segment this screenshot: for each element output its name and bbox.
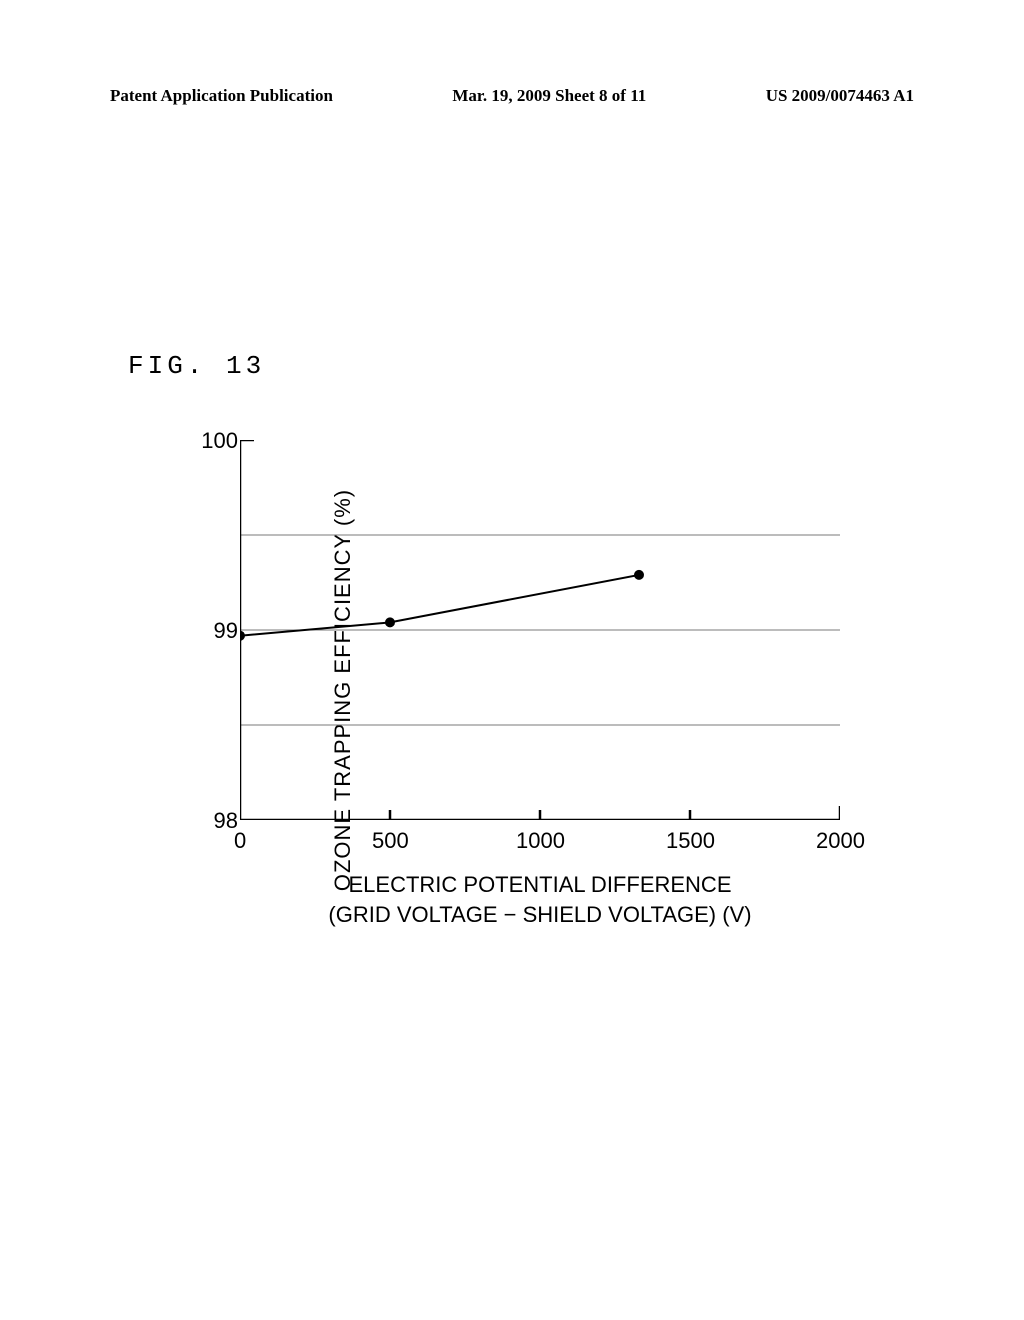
figure-label: FIG. 13 bbox=[128, 351, 265, 381]
header-row: Patent Application Publication Mar. 19, … bbox=[0, 86, 1024, 106]
chart-svg bbox=[240, 440, 840, 820]
x-tick-labels: 0500100015002000 bbox=[240, 828, 840, 858]
y-tick-label: 100 bbox=[201, 428, 238, 454]
plot-area bbox=[240, 440, 840, 820]
header-left: Patent Application Publication bbox=[110, 86, 333, 106]
x-tick-label: 1500 bbox=[666, 828, 715, 854]
x-axis-title-line2: (GRID VOLTAGE − SHIELD VOLTAGE) (V) bbox=[328, 902, 751, 927]
header-center: Mar. 19, 2009 Sheet 8 of 11 bbox=[452, 86, 646, 106]
page: Patent Application Publication Mar. 19, … bbox=[0, 0, 1024, 1320]
header-right: US 2009/0074463 A1 bbox=[766, 86, 914, 106]
page-header: Patent Application Publication Mar. 19, … bbox=[0, 86, 1024, 106]
x-tick-label: 2000 bbox=[816, 828, 865, 854]
x-tick-label: 1000 bbox=[516, 828, 565, 854]
chart-container: OZONE TRAPPING EFFICIENCY (%) 9899100 05… bbox=[150, 430, 890, 950]
x-axis-title-line1: ELECTRIC POTENTIAL DIFFERENCE bbox=[348, 872, 731, 897]
x-tick-label: 0 bbox=[234, 828, 246, 854]
x-axis-title: ELECTRIC POTENTIAL DIFFERENCE (GRID VOLT… bbox=[240, 870, 840, 929]
y-tick-label: 99 bbox=[214, 618, 238, 644]
x-tick-label: 500 bbox=[372, 828, 409, 854]
y-tick-labels: 9899100 bbox=[190, 440, 238, 820]
